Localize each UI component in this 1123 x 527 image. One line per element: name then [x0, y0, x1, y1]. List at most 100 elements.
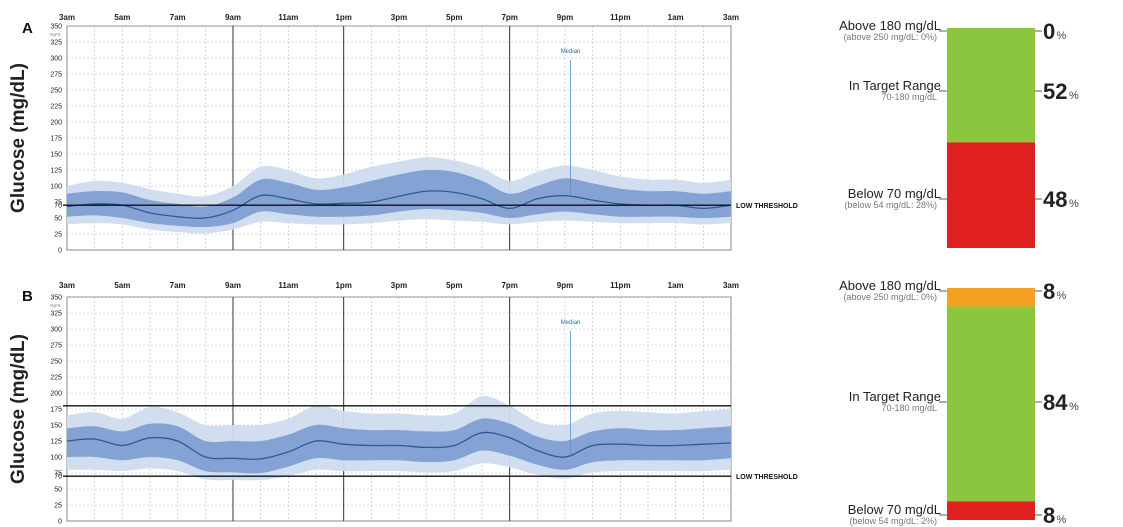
low-threshold-label: LOW THRESHOLD — [736, 474, 798, 481]
x-tick-label: 7am — [170, 13, 186, 22]
y-tick-label: 325 — [50, 311, 62, 318]
tir-segment-above — [947, 288, 1035, 307]
x-tick-label: 9pm — [557, 13, 573, 22]
x-tick-label: 5am — [114, 281, 130, 290]
tir-sub-below: (below 54 mg/dL: 28%) — [844, 200, 937, 210]
percent-sign: % — [1057, 514, 1067, 526]
y-tick-label: 350 — [50, 24, 62, 31]
percent-sign: % — [1057, 30, 1067, 42]
y-tick-label: 350 — [50, 295, 62, 302]
y-tick-label: 75 — [54, 200, 62, 207]
y-unit-label: mg/dL — [50, 32, 62, 37]
tir-percent-target: 52 — [1043, 79, 1067, 104]
percent-sign: % — [1057, 290, 1067, 302]
tir-sub-target: 70-180 mg/dL — [881, 92, 937, 102]
x-tick-label: 5am — [114, 13, 130, 22]
glucose-panel-a: A Glucose (mg/dL) Median LOW THRESHOLD 3am 5a… — [8, 13, 1079, 255]
low-threshold-label: LOW THRESHOLD — [736, 203, 798, 210]
tir-label-target: In Target Range — [849, 389, 941, 404]
y-tick-label: 70 — [54, 474, 62, 481]
x-tick-label: 7am — [170, 281, 186, 290]
percent-sign: % — [1069, 401, 1079, 413]
y-tick-label: 50 — [54, 216, 62, 223]
y-tick-label: 125 — [50, 168, 62, 175]
tir-sub-target: 70-180 mg/dL — [881, 403, 937, 413]
y-tick-label: 175 — [50, 407, 62, 414]
y-tick-label: 325 — [50, 40, 62, 47]
tir-sub-above: (above 250 mg/dL: 0%) — [843, 292, 937, 302]
y-tick-label: 150 — [50, 152, 62, 159]
y-tick-label: 300 — [50, 327, 62, 334]
x-tick-label: 5pm — [446, 281, 462, 290]
y-tick-label: 100 — [50, 455, 62, 462]
x-tick-label: 9am — [225, 281, 241, 290]
x-tick-label: 3pm — [391, 13, 407, 22]
tir-percent-above: 8 — [1043, 279, 1055, 304]
glucose-panel-b: B Glucose (mg/dL) Median LOW THRESHOLD 3am 5a… — [8, 278, 1079, 527]
x-tick-label: 5pm — [446, 13, 462, 22]
x-tick-label: 1am — [668, 281, 684, 290]
panel-letter: B — [22, 288, 33, 305]
x-tick-label: 11pm — [610, 281, 630, 290]
y-tick-label: 175 — [50, 136, 62, 143]
x-tick-label: 1pm — [335, 281, 351, 290]
y-tick-label: 275 — [50, 343, 62, 350]
x-tick-label: 11pm — [610, 13, 630, 22]
tir-sub-below: (below 54 mg/dL: 2%) — [849, 516, 937, 526]
tir-percent-below: 8 — [1043, 503, 1055, 527]
median-label: Median — [561, 320, 581, 326]
tir-percent-target: 84 — [1043, 390, 1068, 415]
y-tick-label: 250 — [50, 88, 62, 95]
y-tick-label: 50 — [54, 487, 62, 494]
x-tick-label: 9am — [225, 13, 241, 22]
tir-percent-below: 48 — [1043, 187, 1067, 212]
tir-segment-target — [947, 306, 1035, 502]
tir-label-below: Below 70 mg/dL — [848, 502, 941, 517]
y-tick-label: 150 — [50, 423, 62, 430]
x-tick-label: 3am — [723, 281, 739, 290]
percent-sign: % — [1069, 198, 1079, 210]
x-tick-label: 11am — [278, 13, 298, 22]
median-label: Median — [561, 49, 581, 55]
tir-segment-below — [947, 501, 1035, 520]
y-unit-label: mg/dL — [50, 303, 62, 308]
tir-label-target: In Target Range — [849, 78, 941, 93]
x-tick-label: 1am — [668, 13, 684, 22]
y-tick-label: 275 — [50, 72, 62, 79]
tir-sub-above: (above 250 mg/dL: 0%) — [843, 32, 937, 42]
x-tick-label: 1pm — [335, 13, 351, 22]
x-tick-label: 3pm — [391, 281, 407, 290]
y-tick-label: 25 — [54, 503, 62, 510]
x-tick-label: 3am — [723, 13, 739, 22]
median-line — [66, 190, 732, 220]
tir-segment-target — [947, 28, 1035, 143]
y-tick-label: 125 — [50, 439, 62, 446]
y-tick-label: 250 — [50, 359, 62, 366]
y-axis-label: Glucose (mg/dL) — [8, 63, 29, 213]
tir-label-above: Above 180 mg/dL — [839, 278, 941, 293]
y-tick-label: 75 — [54, 471, 62, 478]
percentile-25-75-band — [67, 169, 731, 228]
x-tick-label: 3am — [59, 13, 75, 22]
y-tick-label: 0 — [58, 519, 62, 526]
y-tick-label: 225 — [50, 104, 62, 111]
tir-percent-above: 0 — [1043, 19, 1055, 44]
y-axis-label: Glucose (mg/dL) — [8, 334, 29, 484]
panel-letter: A — [22, 20, 33, 37]
y-tick-label: 25 — [54, 232, 62, 239]
x-tick-label: 7pm — [501, 13, 517, 22]
x-tick-label: 11am — [278, 281, 298, 290]
x-tick-label: 9pm — [557, 281, 573, 290]
x-tick-label: 3am — [59, 281, 75, 290]
x-tick-label: 7pm — [501, 281, 517, 290]
y-tick-label: 225 — [50, 375, 62, 382]
percent-sign: % — [1069, 90, 1079, 102]
tir-segment-below — [947, 142, 1035, 248]
y-tick-label: 70 — [54, 203, 62, 210]
median-line — [66, 431, 732, 460]
y-tick-label: 100 — [50, 184, 62, 191]
tir-label-above: Above 180 mg/dL — [839, 18, 941, 33]
tir-label-below: Below 70 mg/dL — [848, 186, 941, 201]
y-tick-label: 0 — [58, 248, 62, 255]
